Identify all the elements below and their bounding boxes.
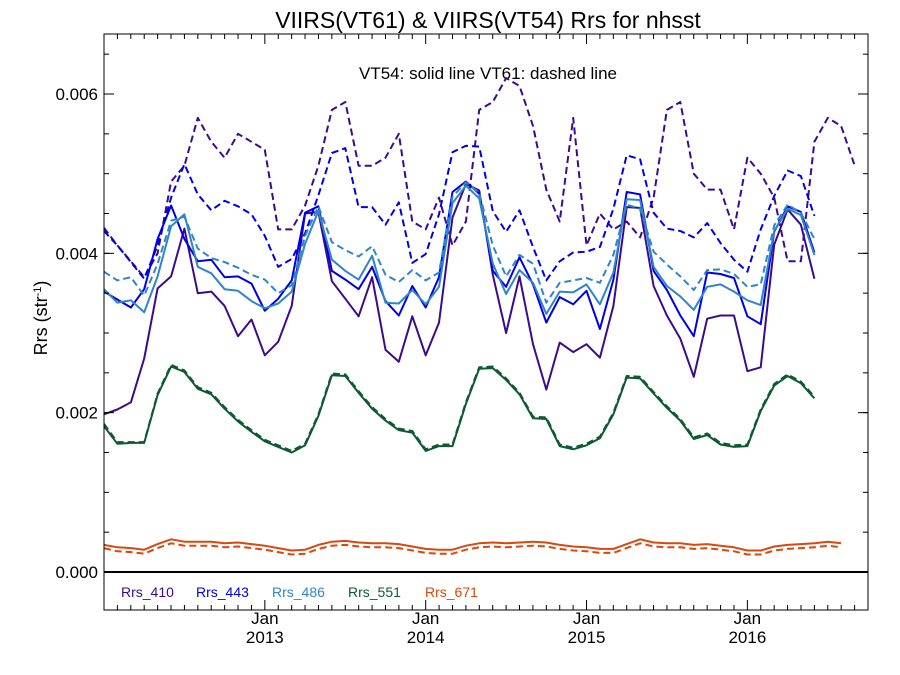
y-tick-label: 0.006: [55, 85, 98, 104]
chart-subtitle: VT54: solid line VT61: dashed line: [359, 64, 617, 83]
y-tick-label: 0.002: [55, 404, 98, 423]
y-axis-label-superscript: -1: [32, 287, 44, 297]
series-line-rrs-410-vt61: [103, 77, 856, 279]
series-line-rrs-486-vt54: [103, 184, 816, 315]
x-tick-label-year: 2014: [407, 628, 445, 647]
x-tick-label-year: 2013: [246, 628, 284, 647]
series-line-rrs-551-vt61: [103, 363, 816, 452]
legend: Rrs_410 Rrs_443 Rrs_486 Rrs_551 Rrs_671: [121, 584, 478, 600]
series-line-rrs-671-vt54: [103, 538, 842, 552]
series-line-rrs-486-vt61: [103, 181, 816, 304]
plot-frame: [103, 33, 869, 611]
series-line-rrs-410-vt54: [103, 183, 816, 416]
legend-item-rrs-410: Rrs_410: [121, 584, 174, 600]
x-tick-label-month: Jan: [734, 609, 761, 628]
y-axis-label: Rrs (str-1): [31, 281, 51, 356]
y-tick-label: 0.000: [55, 563, 98, 582]
series-line-rrs-671-vt61: [103, 542, 842, 556]
x-tick-label-month: Jan: [251, 609, 278, 628]
legend-item-rrs-671: Rrs_671: [425, 584, 478, 600]
legend-item-rrs-443: Rrs_443: [196, 584, 249, 600]
series-layer: [103, 77, 856, 556]
series-line-rrs-551-vt54: [103, 365, 816, 454]
axis-layer: 0.0000.0020.0040.006Jan2013Jan2014Jan201…: [55, 33, 869, 647]
y-axis-label-main: Rrs (str: [31, 296, 51, 355]
legend-item-rrs-486: Rrs_486: [272, 584, 325, 600]
chart-title: VIIRS(VT61) & VIIRS(VT54) Rrs for nhsst: [275, 7, 701, 33]
legend-item-rrs-551: Rrs_551: [348, 584, 401, 600]
y-axis-label-suffix: ): [31, 281, 51, 287]
series-line-rrs-443-vt54: [103, 180, 816, 338]
x-tick-label-month: Jan: [573, 609, 600, 628]
x-tick-label-year: 2016: [728, 628, 766, 647]
y-tick-label: 0.004: [55, 244, 98, 263]
x-tick-label-year: 2015: [568, 628, 606, 647]
x-tick-label-month: Jan: [412, 609, 439, 628]
